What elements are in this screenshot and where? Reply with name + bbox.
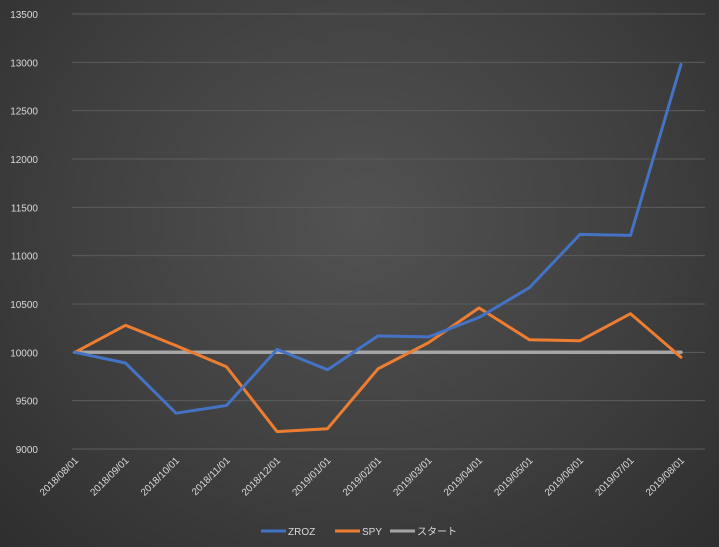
x-tick-label: 2019/02/01 bbox=[341, 455, 384, 498]
y-tick-label: 13000 bbox=[10, 58, 38, 69]
x-tick-label: 2018/09/01 bbox=[88, 455, 131, 498]
x-tick-label: 2019/06/01 bbox=[543, 455, 586, 498]
x-axis-tick-labels: 2018/08/01 2018/09/01 2018/10/01 2018/11/01… bbox=[38, 455, 687, 498]
y-tick-label: 11500 bbox=[11, 203, 39, 214]
y-tick-label: 13500 bbox=[10, 10, 38, 21]
x-tick-label: 2019/04/01 bbox=[442, 455, 485, 498]
x-tick-label: 2018/12/01 bbox=[240, 455, 283, 498]
series-lines bbox=[73, 62, 683, 434]
y-tick-label: 12500 bbox=[10, 107, 38, 118]
x-tick-label: 2019/08/01 bbox=[644, 455, 687, 498]
y-tick-label: 12000 bbox=[10, 155, 38, 166]
legend: ZROZ SPY スタート bbox=[261, 526, 457, 538]
legend-label: ZROZ bbox=[288, 527, 315, 538]
x-tick-label: 2018/10/01 bbox=[139, 455, 182, 498]
y-tick-label: 10500 bbox=[10, 300, 38, 311]
legend-label: SPY bbox=[362, 527, 382, 538]
gridlines bbox=[72, 13, 705, 450]
y-tick-label: 10000 bbox=[10, 348, 38, 359]
y-tick-label: 11000 bbox=[11, 252, 39, 263]
y-tick-label: 9000 bbox=[16, 445, 39, 456]
series-line-zroz bbox=[73, 62, 683, 415]
y-tick-label: 9500 bbox=[16, 397, 39, 408]
x-tick-label: 2019/03/01 bbox=[391, 455, 434, 498]
x-tick-label: 2019/05/01 bbox=[492, 455, 535, 498]
y-axis-tick-labels: 9000 9500 10000 10500 11000 11500 12000 12500 13… bbox=[10, 10, 38, 456]
x-tick-label: 2018/11/01 bbox=[190, 455, 233, 498]
x-tick-label: 2019/07/01 bbox=[593, 455, 636, 498]
legend-label: スタート bbox=[417, 526, 457, 538]
series-line-spy bbox=[73, 306, 683, 434]
x-tick-label: 2018/08/01 bbox=[38, 455, 81, 498]
x-tick-label: 2019/01/01 bbox=[290, 455, 333, 498]
